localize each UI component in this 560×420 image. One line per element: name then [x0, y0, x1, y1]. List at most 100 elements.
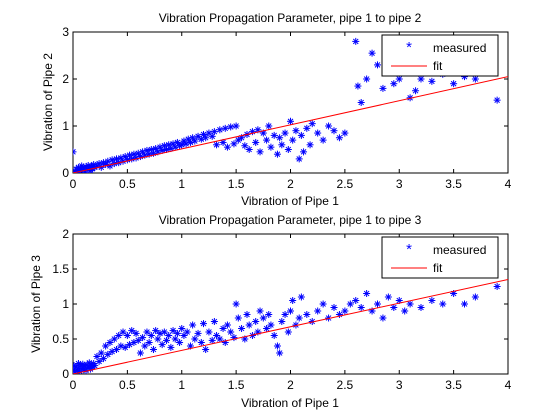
subplot-bottom-measured-point [145, 339, 153, 346]
subplot-top-ytick-label: 1 [62, 119, 69, 133]
subplot-bottom-ytick-label: 0.5 [52, 332, 69, 346]
subplot-top-measured-point [245, 146, 253, 153]
subplot-bottom-measured-point [270, 332, 278, 339]
subplot-top-xtick-label: 0.5 [119, 177, 136, 191]
subplot-top-measured-point [325, 122, 333, 130]
subplot-top-measured-point [252, 138, 260, 146]
subplot-bottom-measured-point [303, 311, 311, 318]
subplot-top-measured-point [292, 127, 300, 135]
subplot-bottom-measured-point [314, 307, 322, 315]
subplot-bottom-measured-point [134, 336, 142, 344]
subplot-bottom-measured-point [106, 339, 114, 346]
subplot-bottom-plot-area [73, 279, 508, 374]
subplot-top-measured-point [95, 160, 103, 168]
subplot-bottom-measured-point [132, 329, 140, 337]
subplot-bottom-measured-point [284, 328, 292, 336]
subplot-top-xtick-label: 2 [287, 177, 294, 191]
subplot-bottom-measured-point [273, 342, 281, 350]
subplot-bottom-measured-point [197, 339, 205, 346]
subplot-bottom-measured-point [234, 314, 242, 322]
subplot-top-measured-point [130, 150, 138, 158]
subplot-top: Vibration Propagation Parameter, pipe 1 … [41, 11, 512, 208]
subplot-bottom-measured-point [319, 300, 327, 308]
subplot-bottom-measured-point [352, 297, 360, 304]
subplot-bottom-measured-point [259, 314, 267, 322]
subplot-bottom-measured-point [205, 328, 213, 336]
subplot-top-measured-point [289, 136, 297, 144]
subplot-top-measured-point [216, 126, 224, 134]
subplot-bottom-measured-point [130, 339, 138, 346]
subplot-bottom-xtick-label: 0 [70, 378, 77, 392]
subplot-bottom-measured-point [363, 290, 371, 297]
subplot-top-measured-point [73, 148, 77, 156]
subplot-top-xtick-label: 2.5 [337, 177, 354, 191]
subplot-bottom-measured-point [202, 346, 210, 353]
subplot-bottom-measured-point [417, 304, 425, 311]
subplot-bottom-measured-point [128, 327, 136, 335]
subplot-top-measured-point [450, 80, 458, 88]
subplot-bottom-measured-point [91, 362, 99, 370]
subplot-bottom-measured-point [390, 304, 398, 311]
subplot-bottom-fit-line [73, 279, 508, 374]
subplot-bottom-measured-point [119, 328, 127, 336]
subplot-top-measured-point [160, 142, 168, 150]
subplot-bottom-ytick-label: 2 [62, 227, 69, 241]
subplot-top-measured-point [390, 80, 398, 88]
subplot-bottom-measured-point [357, 304, 365, 311]
subplot-top-xlabel: Vibration of Pipe 1 [241, 194, 339, 208]
subplot-top-measured-point [300, 148, 308, 156]
subplot-top-measured-point [287, 117, 294, 125]
subplot-top-measured-point [412, 87, 420, 95]
subplot-top-legend: * measured fit [381, 34, 499, 77]
subplot-bottom-measured-point [183, 328, 191, 336]
subplot-top-xtick-label: 4 [505, 177, 512, 191]
subplot-top-measured-point [205, 129, 213, 137]
subplot-bottom-yticks: 0 0.5 1 1.5 2 [52, 227, 508, 381]
subplot-bottom-measured-point [461, 300, 468, 308]
subplot-top-legend-box [381, 34, 499, 77]
subplot-bottom-measured-point [341, 307, 349, 315]
subplot-top-measured-point [276, 134, 284, 142]
subplot-bottom-legend-box [381, 236, 499, 279]
subplot-bottom-measured-point [281, 311, 289, 318]
subplot-bottom-measured-point [379, 314, 387, 322]
subplot-top-measured-point [284, 146, 292, 153]
subplot-bottom-measured-point [278, 318, 286, 325]
subplot-top-measured-point [297, 131, 305, 139]
subplot-top-measured-point [295, 155, 303, 163]
subplot-bottom-measured-point [158, 341, 166, 349]
subplot-bottom-measured-point [287, 307, 294, 315]
subplot-bottom-xlabel: Vibration of Pipe 1 [241, 396, 339, 410]
subplot-bottom-measured-point [173, 329, 181, 337]
subplot-top-measured-point [213, 141, 221, 149]
subplot-bottom-measured-point [156, 329, 164, 337]
subplot-bottom-measured-point [252, 318, 260, 325]
subplot-bottom-measured-point [210, 318, 218, 325]
subplot-top-measured-point [278, 141, 286, 149]
subplot-bottom-measured-point [265, 311, 273, 318]
subplot-top-measured-point [379, 84, 387, 92]
subplot-top-measured-point [223, 143, 231, 151]
subplot-bottom: Vibration Propagation Parameter, pipe 1 … [29, 213, 512, 410]
subplot-bottom-legend: * measured fit [381, 236, 499, 279]
subplot-bottom-measured-point [200, 320, 207, 328]
subplot-bottom-measured-point [123, 332, 131, 339]
subplot-top-yticks: 0 1 2 3 [62, 25, 508, 180]
subplot-top-measured-point [227, 123, 235, 131]
subplot-top-measured-point [273, 150, 281, 158]
subplot-bottom-measured-point [330, 304, 338, 311]
subplot-bottom-legend-fit-label: fit [433, 261, 443, 275]
subplot-bottom-xtick-label: 0.5 [119, 378, 136, 392]
subplot-bottom-measured-point [216, 335, 224, 343]
subplot-bottom-measured-point [149, 346, 157, 353]
subplot-top-ytick-label: 0 [62, 166, 69, 180]
subplot-bottom-xtick-label: 4 [505, 378, 512, 392]
subplot-top-title: Vibration Propagation Parameter, pipe 1 … [159, 11, 422, 25]
subplot-bottom-xtick-label: 1 [178, 378, 185, 392]
subplot-bottom-measured-point [238, 325, 246, 332]
subplot-top-measured-point [108, 156, 116, 164]
subplot-bottom-measured-point [104, 350, 112, 358]
subplot-top-plot-area [73, 37, 508, 173]
subplot-top-measured-point [147, 146, 155, 153]
subplot-top-measured-point [202, 134, 210, 142]
